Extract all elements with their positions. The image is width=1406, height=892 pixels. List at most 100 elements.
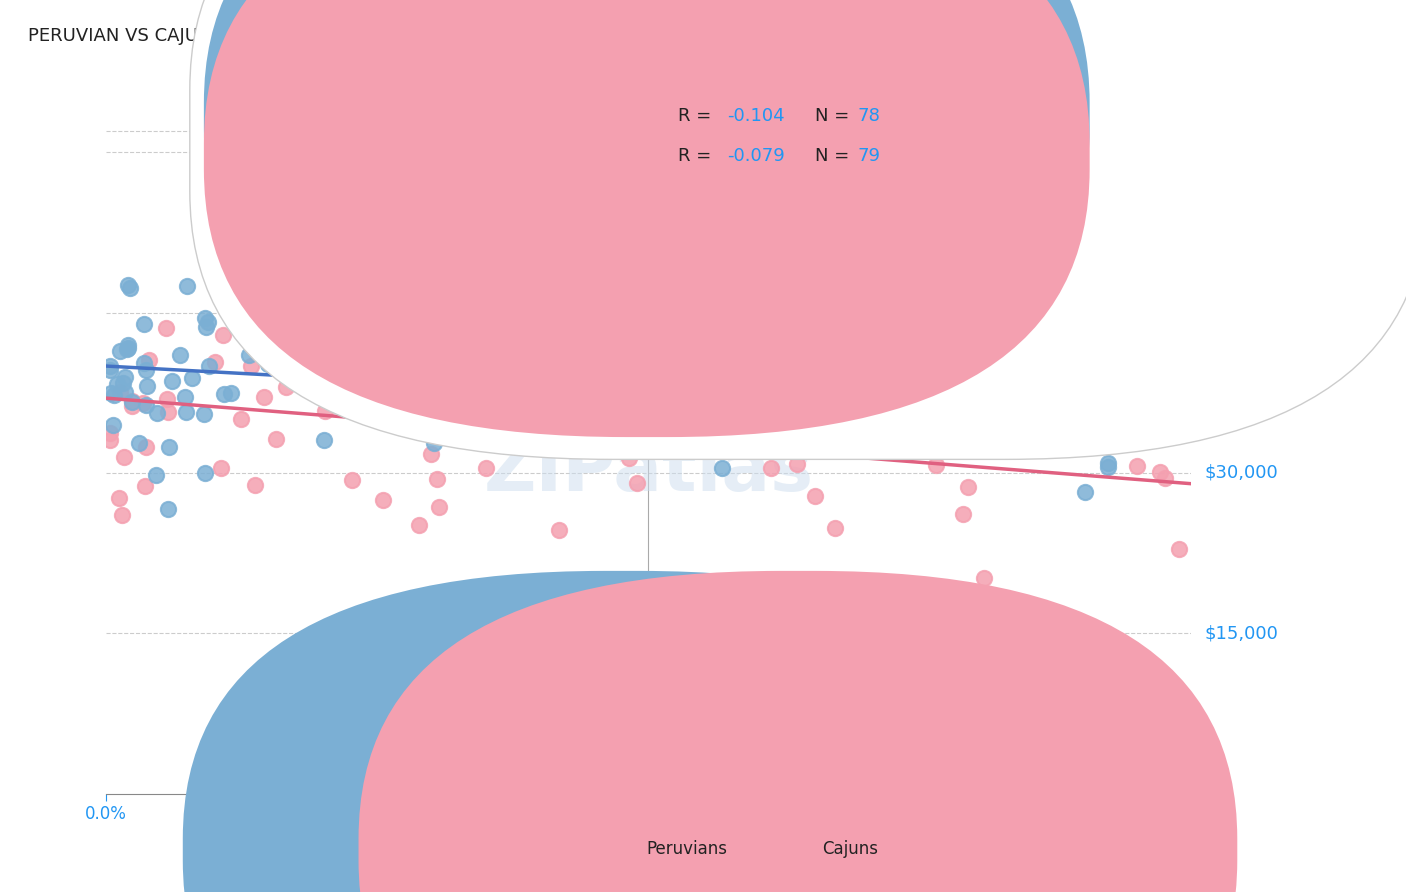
Point	[155, 392, 177, 406]
Point	[474, 275, 496, 289]
Point	[422, 390, 444, 404]
Point	[470, 361, 492, 376]
Point	[339, 374, 361, 388]
Point	[411, 407, 433, 421]
Point	[548, 524, 571, 538]
Point	[197, 315, 219, 329]
Point	[240, 359, 263, 373]
Point	[425, 406, 447, 420]
Point	[117, 338, 139, 352]
Text: Peruvians: Peruvians	[647, 840, 728, 858]
Point	[110, 384, 132, 399]
Text: $45,000: $45,000	[1205, 303, 1278, 322]
Point	[253, 390, 276, 404]
Point	[283, 334, 305, 349]
Point	[98, 363, 121, 377]
Point	[110, 343, 132, 358]
Point	[135, 398, 157, 412]
Text: ZIPatlas: ZIPatlas	[484, 437, 814, 506]
Point	[266, 432, 288, 446]
Point	[238, 348, 260, 362]
Point	[737, 391, 759, 405]
Point	[117, 277, 139, 292]
Point	[617, 451, 640, 466]
Point	[316, 337, 339, 351]
Point	[145, 467, 167, 482]
Text: -0.104: -0.104	[727, 107, 785, 125]
Point	[382, 240, 405, 254]
Point	[157, 440, 180, 454]
Point	[543, 354, 565, 368]
Point	[924, 458, 946, 473]
Point	[262, 347, 284, 361]
Point	[194, 311, 217, 326]
Point	[181, 371, 204, 385]
Point	[486, 378, 509, 392]
Text: $60,000: $60,000	[1205, 144, 1278, 161]
Point	[423, 436, 446, 450]
Point	[418, 346, 440, 360]
Point	[1073, 485, 1095, 500]
Point	[100, 386, 122, 401]
Point	[204, 355, 226, 369]
Text: Source: ZipAtlas.com: Source: ZipAtlas.com	[1215, 27, 1378, 42]
Point	[121, 393, 143, 408]
Text: PERUVIAN VS CAJUN MEDIAN FEMALE EARNINGS CORRELATION CHART: PERUVIAN VS CAJUN MEDIAN FEMALE EARNINGS…	[28, 27, 665, 45]
Text: R =: R =	[678, 147, 717, 165]
Point	[398, 417, 420, 431]
Point	[105, 377, 128, 392]
Point	[198, 359, 221, 373]
Point	[111, 508, 134, 522]
Point	[176, 279, 198, 293]
Point	[1166, 375, 1188, 389]
Point	[626, 476, 648, 491]
Point	[111, 376, 134, 390]
Point	[423, 363, 446, 377]
Point	[135, 440, 157, 454]
Text: N =: N =	[815, 107, 855, 125]
Point	[668, 338, 690, 352]
Point	[288, 348, 311, 362]
Point	[352, 295, 374, 310]
Point	[209, 461, 232, 475]
Point	[169, 348, 191, 362]
Point	[276, 380, 298, 394]
Point	[162, 374, 184, 388]
Point	[453, 283, 475, 297]
Point	[872, 712, 894, 726]
Point	[879, 425, 901, 439]
Point	[957, 480, 980, 494]
Point	[759, 460, 782, 475]
Point	[117, 341, 139, 355]
Point	[135, 362, 157, 376]
Text: -0.079: -0.079	[727, 147, 785, 165]
Point	[1112, 431, 1135, 445]
Point	[1126, 459, 1149, 474]
Point	[288, 305, 311, 319]
Point	[114, 369, 136, 384]
Point	[470, 335, 492, 350]
Point	[461, 370, 484, 384]
Text: 78: 78	[858, 107, 880, 125]
Point	[427, 500, 450, 514]
Point	[121, 399, 143, 413]
Point	[356, 383, 378, 397]
Point	[890, 425, 912, 439]
Point	[103, 388, 125, 402]
Point	[1163, 355, 1185, 369]
Point	[633, 433, 655, 447]
Point	[115, 343, 138, 357]
Point	[408, 518, 430, 533]
Point	[219, 385, 242, 400]
Point	[155, 321, 177, 335]
Point	[132, 396, 155, 410]
Point	[583, 405, 606, 419]
Point	[371, 493, 394, 508]
Point	[173, 390, 195, 404]
Point	[323, 366, 346, 380]
Point	[128, 436, 150, 450]
Point	[194, 466, 217, 480]
Point	[1081, 399, 1104, 413]
Point	[583, 156, 606, 170]
Point	[257, 357, 280, 371]
